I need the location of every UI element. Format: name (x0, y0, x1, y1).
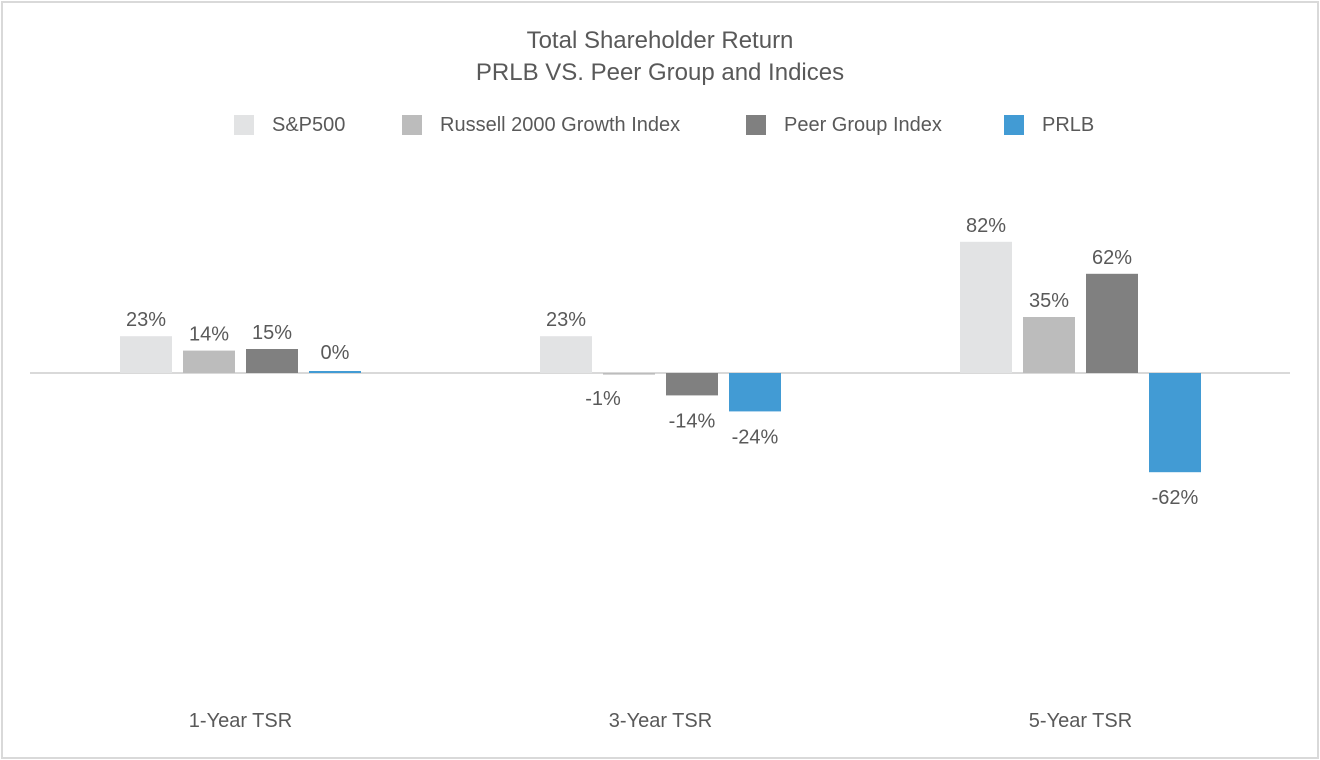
legend: S&P500 Russell 2000 Growth Index Peer Gr… (0, 110, 1320, 140)
legend-label-prlb: PRLB (1042, 113, 1095, 136)
category-label-1-year-tsr: 1-Year TSR (189, 710, 292, 732)
chart-subtitle: PRLB VS. Peer Group and Indices (475, 59, 845, 86)
bar-russell-2000-growth-index-5-year-tsr (1023, 317, 1075, 373)
data-label-sp500-5-year-tsr: 82% (966, 215, 1006, 237)
bar-prlb-1-year-tsr (309, 371, 361, 373)
bar-russell-2000-growth-index-1-year-tsr (183, 350, 235, 373)
category-label-5-year-tsr: 5-Year TSR (1029, 710, 1132, 732)
data-label-peer-group-index-5-year-tsr: 62% (1092, 247, 1132, 269)
data-label-russell-2000-growth-index-3-year-tsr: -1% (585, 388, 621, 410)
bar-peer-group-index-3-year-tsr (666, 373, 718, 396)
chart-title: Total Shareholder Return (526, 27, 794, 54)
bar-peer-group-index-1-year-tsr (246, 349, 298, 373)
legend-swatch-russell-2000 (402, 115, 422, 135)
data-label-peer-group-index-1-year-tsr: 15% (252, 322, 292, 344)
bar-prlb-3-year-tsr (729, 373, 781, 412)
data-label-sp500-1-year-tsr: 23% (126, 309, 166, 331)
data-label-peer-group-index-3-year-tsr: -14% (669, 410, 716, 432)
legend-label-peer-group: Peer Group Index (784, 113, 942, 136)
legend-item-peer-group: Peer Group Index (746, 110, 942, 140)
data-label-prlb-1-year-tsr: 0% (321, 342, 350, 364)
bar-peer-group-index-5-year-tsr (1086, 273, 1138, 373)
legend-item-sp500: S&P500 (234, 110, 345, 140)
bar-sp500-3-year-tsr (540, 336, 592, 373)
data-label-russell-2000-growth-index-1-year-tsr: 14% (189, 324, 229, 346)
data-label-prlb-5-year-tsr: -62% (1152, 487, 1199, 509)
data-label-prlb-3-year-tsr: -24% (732, 426, 779, 448)
category-label-3-year-tsr: 3-Year TSR (609, 710, 712, 732)
bar-sp500-5-year-tsr (960, 241, 1012, 373)
legend-swatch-peer-group (746, 115, 766, 135)
legend-swatch-prlb (1004, 115, 1024, 135)
legend-label-russell-2000: Russell 2000 Growth Index (440, 113, 681, 136)
legend-swatch-sp500 (234, 115, 254, 135)
legend-label-sp500: S&P500 (272, 113, 346, 136)
legend-item-russell-2000: Russell 2000 Growth Index (402, 110, 680, 140)
legend-item-prlb: PRLB (1004, 110, 1094, 140)
data-label-russell-2000-growth-index-5-year-tsr: 35% (1029, 290, 1069, 312)
bar-prlb-5-year-tsr (1149, 373, 1201, 473)
bar-sp500-1-year-tsr (120, 336, 172, 373)
data-label-sp500-3-year-tsr: 23% (546, 309, 586, 331)
bar-russell-2000-growth-index-3-year-tsr (603, 373, 655, 375)
